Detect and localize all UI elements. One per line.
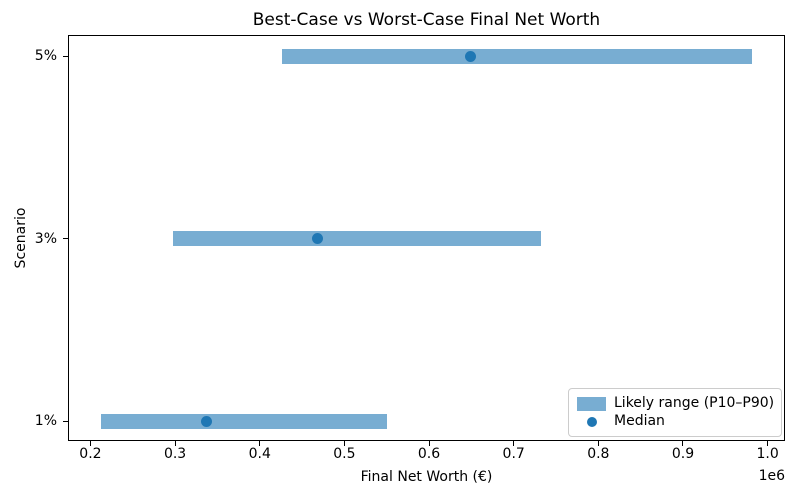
legend: Likely range (P10–P90) Median: [568, 388, 782, 437]
y-tick: [63, 55, 68, 57]
x-tick: [428, 441, 430, 446]
median-dot-icon: [586, 416, 597, 427]
x-tick-label: 0.6: [417, 446, 441, 462]
median-dot: [200, 415, 212, 427]
y-tick: [63, 238, 68, 240]
range-bar-swatch-icon: [577, 396, 606, 411]
chart-title: Best-Case vs Worst-Case Final Net Worth: [252, 10, 601, 30]
x-tick: [343, 441, 345, 446]
median-dot: [465, 50, 477, 62]
y-tick-label: 3%: [34, 230, 57, 247]
legend-key: [577, 416, 606, 427]
x-tick-label: 1.0: [756, 446, 779, 462]
x-tick-label: 0.5: [333, 446, 356, 462]
x-axis-offset-label: 1e6: [758, 468, 785, 484]
x-tick-label: 0.8: [587, 446, 610, 462]
x-tick: [767, 441, 769, 446]
x-tick: [513, 441, 515, 446]
x-tick-label: 0.2: [79, 446, 102, 462]
x-tick: [174, 441, 176, 446]
x-tick: [89, 441, 91, 446]
x-tick-label: 0.9: [671, 446, 695, 462]
legend-key: [577, 396, 606, 411]
x-tick-label: 0.3: [163, 446, 187, 462]
y-tick-label: 1%: [34, 413, 57, 430]
x-tick-label: 0.4: [248, 446, 271, 462]
y-tick-label: 5%: [34, 48, 57, 65]
x-tick: [597, 441, 599, 446]
x-tick: [682, 441, 684, 446]
range-bar: [281, 48, 753, 64]
legend-item-range: Likely range (P10–P90): [577, 395, 775, 411]
legend-item-label: Likely range (P10–P90): [614, 395, 775, 411]
x-tick-label: 0.7: [502, 446, 525, 462]
x-axis-label: Final Net Worth (€): [360, 469, 493, 485]
legend-item-label: Median: [614, 413, 665, 429]
range-bar: [100, 413, 387, 429]
median-dot: [311, 233, 323, 245]
legend-item-median: Median: [577, 414, 773, 429]
y-tick: [63, 420, 68, 422]
x-tick: [259, 441, 261, 446]
range-bar: [173, 231, 541, 247]
